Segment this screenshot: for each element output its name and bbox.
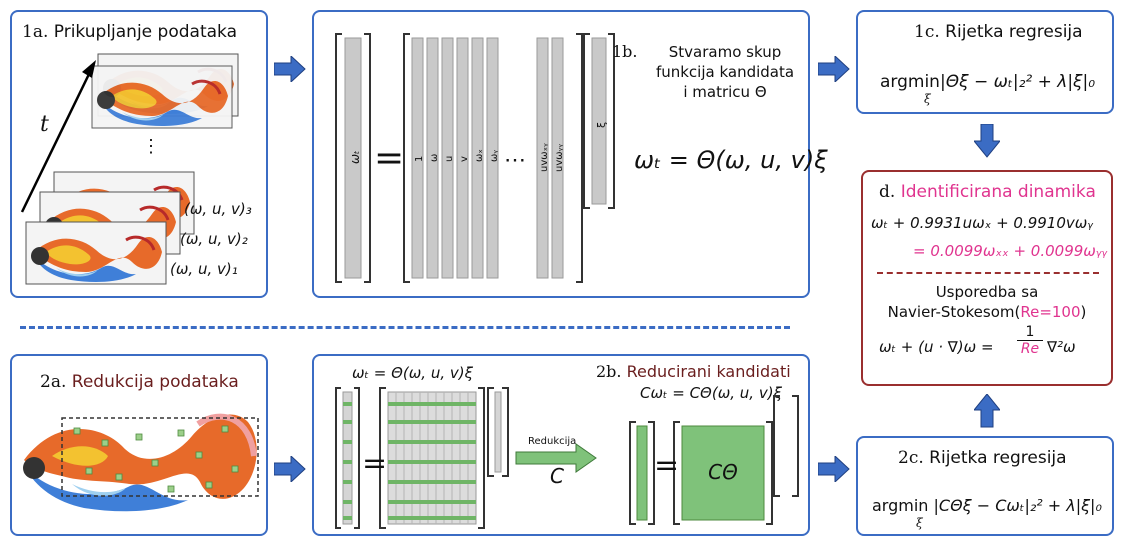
divider (877, 272, 1099, 274)
panel-d-text: Identificirana dinamika (900, 182, 1096, 202)
arrow-1b-to-1c (818, 56, 850, 82)
identified-eq-line1: ωₜ + 0.9931uωₓ + 0.9910vωᵧ (871, 214, 1093, 232)
col-label-uv-oxy: uvωₓᵧ (539, 143, 550, 172)
fraction-numerator: 1 (1025, 324, 1035, 340)
reduced-flow-illustration (23, 413, 259, 512)
fraction-denominator: Re (1020, 341, 1040, 357)
reduced-matrix-graphic (335, 387, 799, 529)
panel-2a-text: Redukcija podataka (71, 372, 239, 392)
reduced-equation: Cωₜ = CΘ(ω, u, v)ξ (640, 384, 782, 402)
equals-sign-2b-left: = (362, 446, 388, 481)
arrow-2c-to-d (974, 394, 1000, 428)
panel-data-reduction: 2a. Redukcija podataka (10, 354, 268, 536)
regression-objective-2c: argmin |CΘξ − Cωₜ|₂² + λ|ξ|₀ (872, 496, 1102, 515)
col-label-omega-y: ωᵧ (489, 149, 500, 162)
panel-2a-title: 2a. Redukcija podataka (40, 372, 239, 392)
panel-d-num: d. (879, 182, 896, 202)
xi-vector-label: ξ (595, 121, 608, 128)
arrow-1c-to-d (974, 124, 1000, 158)
navier-stokes-rhs: ∇²ω (1047, 338, 1076, 356)
panel-1b-title-line1: Stvaramo skup (668, 43, 782, 61)
panel-2c-title: 2c. Rijetka regresija (898, 448, 1067, 468)
snapshot-label-1: (ω, u, v)₁ (170, 260, 238, 278)
panel-1a-text: Prikupljanje podataka (53, 22, 237, 42)
panel-2a-num: 2a. (40, 372, 67, 392)
panel-1b-num: 1b. (612, 42, 638, 61)
snapshot-label-2: (ω, u, v)₂ (180, 230, 248, 248)
comparison-line2-post: ) (1080, 303, 1087, 321)
col-label-v: v (459, 156, 470, 162)
panel-2b-title: 2b. Reducirani kandidati (596, 362, 791, 381)
panel-1c-text: Rijetka regresija (945, 22, 1083, 42)
panel-1b-title-line2: funkcija kandidata (655, 63, 795, 81)
col-label-uv-oyy: uvωᵧᵧ (554, 143, 565, 172)
comparison-line2: Navier-Stokesom(Re=100) (863, 302, 1111, 322)
panel-identified-dynamics: d. Identificirana dinamika ωₜ + 0.9931uω… (861, 170, 1113, 386)
panel-2c-text: Rijetka regresija (929, 448, 1067, 468)
reynolds-number: Re=100 (1020, 303, 1081, 321)
reduced-matrix-label: CΘ (708, 460, 738, 484)
panel-1c-title: 1c. Rijetka regresija (914, 22, 1083, 42)
panel-reduced-candidates: ωₜ = Θ(ω, u, v)ξ 2b. Reducirani kandidat… (312, 354, 810, 536)
col-label-1: 1 (414, 155, 425, 162)
comparison-line2-pre: Navier-Stokesom( (887, 303, 1021, 321)
section-separator (20, 326, 790, 329)
panel-1a-title: 1a. Prikupljanje podataka (22, 22, 237, 42)
argmin-subscript-2c: ξ (916, 516, 923, 530)
snapshots-illustration (20, 52, 240, 286)
snapshot-label-3: (ω, u, v)₃ (184, 200, 252, 218)
regression-equation-1b: ωₜ = Θ(ω, u, v)ξ (634, 146, 828, 174)
panel-sparse-regression-1: 1c. Rijetka regresija argmin|Θξ − ωₜ|₂² … (856, 10, 1114, 114)
comparison-text: Usporedba sa Navier-Stokesom(Re=100) (863, 282, 1111, 322)
panel-candidate-library: ωₜ = 1 ω u v ωₓ ωᵧ ⋯ uvωₓᵧ uvωᵧᵧ ξ 1b. S… (312, 10, 828, 298)
objective-1c: |Θξ − ωₜ|₂² + λ|ξ|₀ (939, 72, 1096, 92)
argmin-1c: argmin (880, 72, 940, 92)
identified-eq-line2: = 0.0099ωₓₓ + 0.0099ωᵧᵧ (913, 242, 1108, 260)
navier-stokes-fraction: 1 Re (1017, 324, 1043, 357)
col-label-u: u (444, 155, 455, 162)
ellipsis-vertical: ⋮ (142, 136, 160, 157)
arrow-2b-to-2c (818, 456, 850, 482)
argmin-subscript-1c: ξ (924, 92, 931, 106)
panel-1b-title: Stvaramo skup funkcija kandidata i matri… (650, 42, 800, 102)
arrow-2a-to-2b (274, 456, 306, 482)
arrow-1a-to-1b (274, 56, 306, 82)
navier-stokes-lhs: ωₜ + (u · ∇)ω = (879, 338, 994, 356)
regression-objective-1c: argmin|Θξ − ωₜ|₂² + λ|ξ|₀ (880, 72, 1095, 92)
panel-1c-num: 1c. (914, 22, 940, 42)
argmin-2c: argmin (872, 496, 929, 515)
panel-sparse-regression-2: 2c. Rijetka regresija argmin |CΘξ − Cωₜ|… (856, 436, 1114, 536)
equals-sign-2b-right: = (654, 448, 680, 483)
comparison-line1: Usporedba sa (935, 283, 1039, 301)
time-label: t (40, 112, 49, 137)
equals-sign-1b: = (374, 138, 405, 179)
reduction-operator: C (550, 464, 564, 488)
panel-data-collection: 1a. Prikupljanje podataka t ⋮ (ω, u, v)₃… (10, 10, 268, 298)
top-equation-2b: ωₜ = Θ(ω, u, v)ξ (352, 364, 473, 382)
library-matrix-graphic (335, 33, 615, 283)
panel-d-title: d. Identificirana dinamika (879, 182, 1096, 202)
panel-2c-num: 2c. (898, 448, 924, 468)
panel-2b-text: Reducirani kandidati (626, 362, 791, 381)
lhs-vector-label: ωₜ (348, 150, 362, 164)
col-label-omega: ω (429, 153, 440, 162)
col-label-omega-x: ωₓ (474, 149, 485, 162)
objective-2c: |CΘξ − Cωₜ|₂² + λ|ξ|₀ (933, 496, 1102, 515)
reduction-arrow-label: Redukcija (528, 436, 577, 447)
column-ellipsis: ⋯ (504, 148, 526, 173)
panel-1a-num: 1a. (22, 22, 49, 42)
panel-1b-title-line3: i matricu Θ (683, 83, 767, 101)
panel-2b-num: 2b. (596, 362, 622, 381)
